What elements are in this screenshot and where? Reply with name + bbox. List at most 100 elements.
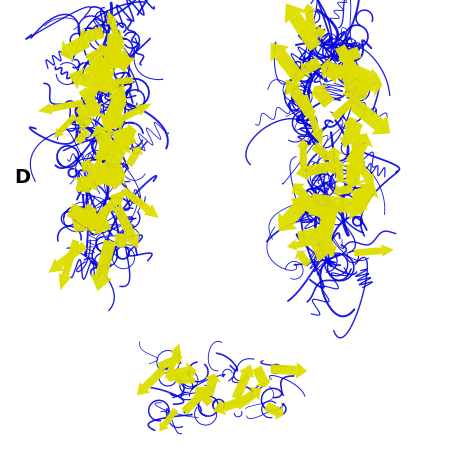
Polygon shape	[91, 126, 110, 138]
Polygon shape	[74, 111, 91, 128]
Polygon shape	[301, 3, 316, 13]
Polygon shape	[310, 243, 336, 262]
Polygon shape	[232, 373, 251, 401]
Polygon shape	[142, 366, 166, 391]
Polygon shape	[112, 127, 131, 142]
Polygon shape	[278, 212, 297, 231]
Polygon shape	[94, 144, 110, 161]
Polygon shape	[137, 383, 150, 395]
Polygon shape	[62, 239, 79, 276]
Polygon shape	[72, 218, 89, 232]
Polygon shape	[249, 387, 261, 401]
Polygon shape	[104, 43, 119, 65]
Polygon shape	[301, 60, 310, 78]
Polygon shape	[314, 87, 334, 108]
Polygon shape	[194, 387, 206, 397]
Polygon shape	[74, 131, 88, 145]
Polygon shape	[271, 365, 297, 375]
Polygon shape	[321, 149, 331, 162]
Polygon shape	[61, 40, 74, 62]
Polygon shape	[109, 190, 126, 207]
Polygon shape	[350, 155, 371, 179]
Polygon shape	[157, 356, 177, 371]
Polygon shape	[107, 11, 118, 24]
Polygon shape	[264, 402, 281, 417]
Polygon shape	[346, 140, 368, 167]
Polygon shape	[283, 191, 315, 225]
Polygon shape	[84, 59, 122, 77]
Polygon shape	[113, 130, 128, 141]
Polygon shape	[349, 193, 368, 219]
Polygon shape	[320, 56, 331, 81]
Polygon shape	[347, 120, 363, 134]
Polygon shape	[182, 391, 205, 415]
Polygon shape	[125, 127, 133, 140]
Polygon shape	[108, 48, 133, 72]
Polygon shape	[310, 193, 352, 214]
Polygon shape	[346, 148, 364, 158]
Polygon shape	[79, 87, 99, 109]
Polygon shape	[127, 123, 137, 142]
Polygon shape	[81, 158, 91, 174]
Polygon shape	[144, 204, 159, 218]
Polygon shape	[96, 166, 118, 188]
Polygon shape	[67, 203, 102, 230]
Polygon shape	[318, 223, 334, 249]
Polygon shape	[289, 13, 321, 51]
Polygon shape	[322, 210, 332, 217]
Polygon shape	[159, 421, 169, 431]
Polygon shape	[303, 57, 321, 74]
Polygon shape	[222, 395, 250, 411]
Polygon shape	[95, 239, 116, 278]
Polygon shape	[362, 173, 374, 185]
Polygon shape	[97, 44, 123, 61]
Polygon shape	[274, 405, 283, 420]
Polygon shape	[295, 250, 306, 260]
Polygon shape	[166, 367, 189, 382]
Polygon shape	[68, 68, 84, 90]
Polygon shape	[77, 115, 95, 131]
Polygon shape	[92, 165, 126, 186]
Polygon shape	[300, 147, 307, 167]
Polygon shape	[104, 97, 127, 122]
Polygon shape	[351, 133, 373, 147]
Polygon shape	[239, 365, 254, 378]
Polygon shape	[86, 60, 120, 95]
Polygon shape	[85, 48, 111, 78]
Polygon shape	[367, 69, 381, 81]
Polygon shape	[87, 211, 104, 228]
Polygon shape	[341, 89, 361, 100]
Polygon shape	[105, 93, 128, 122]
Polygon shape	[372, 115, 390, 135]
Polygon shape	[319, 213, 329, 226]
Polygon shape	[80, 129, 90, 137]
Polygon shape	[93, 161, 107, 183]
Polygon shape	[336, 166, 344, 182]
Polygon shape	[343, 117, 357, 140]
Polygon shape	[315, 205, 338, 247]
Polygon shape	[197, 389, 214, 407]
Polygon shape	[113, 205, 136, 238]
Polygon shape	[382, 245, 394, 257]
Polygon shape	[311, 128, 323, 146]
Polygon shape	[90, 139, 109, 179]
Polygon shape	[346, 126, 365, 141]
Polygon shape	[213, 400, 226, 415]
Polygon shape	[59, 273, 71, 290]
Polygon shape	[98, 56, 123, 69]
Polygon shape	[75, 203, 98, 228]
Polygon shape	[165, 353, 179, 380]
Polygon shape	[126, 150, 140, 167]
Polygon shape	[287, 239, 297, 251]
Polygon shape	[99, 115, 125, 129]
Polygon shape	[342, 59, 371, 78]
Polygon shape	[329, 155, 340, 174]
Polygon shape	[118, 28, 124, 54]
Text: D: D	[14, 168, 30, 187]
Polygon shape	[296, 362, 307, 379]
Polygon shape	[109, 77, 134, 86]
Polygon shape	[87, 102, 102, 114]
Polygon shape	[118, 55, 136, 70]
Polygon shape	[340, 67, 357, 92]
Polygon shape	[311, 142, 329, 159]
